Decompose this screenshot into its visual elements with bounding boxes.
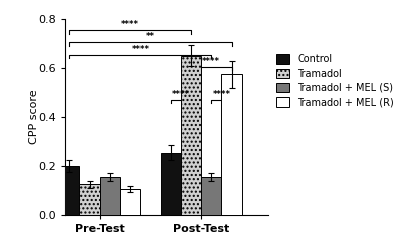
Bar — [80, 184, 100, 215]
Y-axis label: CPP score: CPP score — [29, 90, 39, 144]
Text: ****: **** — [131, 45, 149, 54]
Bar — [201, 177, 221, 215]
Legend: Control, Tramadol, Tramadol + MEL (S), Tramadol + MEL (R): Control, Tramadol, Tramadol + MEL (S), T… — [275, 53, 395, 108]
Bar — [221, 74, 242, 215]
Text: ****: **** — [121, 20, 139, 29]
Text: ****: **** — [202, 57, 220, 66]
Bar — [120, 189, 140, 215]
Text: **: ** — [146, 32, 155, 41]
Text: ****: **** — [172, 90, 190, 99]
Bar — [59, 166, 80, 215]
Text: ****: **** — [212, 90, 230, 99]
Bar — [160, 152, 181, 215]
Bar — [100, 177, 120, 215]
Bar — [181, 56, 201, 215]
